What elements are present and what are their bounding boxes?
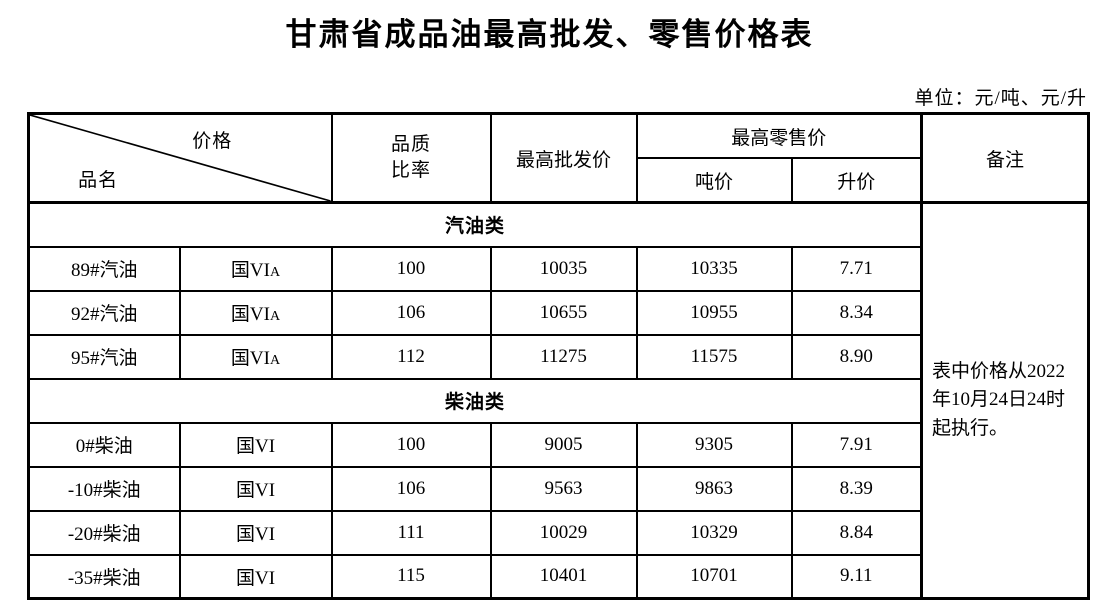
standard: 国VI xyxy=(235,524,276,545)
standard-suffix: A xyxy=(269,309,281,324)
cell-liter-price: 8.34 xyxy=(790,289,923,336)
cell-wholesale-price: 9563 xyxy=(489,465,638,512)
cell-quality-ratio: 111 xyxy=(330,509,492,556)
cell-standard: 国VIA xyxy=(178,289,333,336)
cell-wholesale-price: 10655 xyxy=(489,289,638,336)
cell-quality-ratio: 106 xyxy=(330,465,492,512)
diagonal-split: 价格 品名 xyxy=(30,115,331,201)
cell-standard: 国VI xyxy=(178,553,333,600)
standard: 国VI xyxy=(230,260,270,281)
cell-liter-price: 8.39 xyxy=(790,465,923,512)
cell-product-name: 92#汽油 xyxy=(27,289,181,336)
cell-ton-price: 10335 xyxy=(635,245,793,292)
cell-standard: 国VIA xyxy=(178,333,333,380)
cell-ton-price: 10701 xyxy=(635,553,793,600)
header-row-2: 吨价 升价 xyxy=(29,157,1089,204)
cell-wholesale-price: 10029 xyxy=(489,509,638,556)
category-row-gasoline: 汽油类 表中价格从2022年10月24日24时起执行。 xyxy=(27,201,1090,600)
cell-wholesale-price: 11275 xyxy=(489,333,638,380)
product-name: 0#柴油 xyxy=(75,436,133,457)
product-name: -10#柴油 xyxy=(67,480,141,501)
header-max-retail: 最高零售价 xyxy=(635,112,923,159)
table-row: 95#汽油 国VIA 112 11275 11575 8.90 xyxy=(27,333,1089,380)
standard: 国VI xyxy=(230,304,270,325)
header-product-label: 品名 xyxy=(78,170,119,191)
header-diagonal-cell: 价格 品名 xyxy=(27,112,333,204)
header-max-wholesale: 最高批发价 xyxy=(489,112,638,204)
header-quality-ratio: 品质 比率 xyxy=(330,112,492,204)
cell-quality-ratio: 106 xyxy=(330,289,492,336)
table-row: -35#柴油 国VI 115 10401 10701 9.11 xyxy=(27,553,1089,600)
standard-suffix: A xyxy=(269,353,281,368)
table-row: 92#汽油 国VIA 106 10655 10955 8.34 xyxy=(27,289,1089,336)
header-row-1: 价格 品名 品质 比率 最高批发价 最高零售价 备注 xyxy=(27,112,1090,204)
product-name: 89#汽油 xyxy=(70,260,138,281)
header-liter-price: 升价 xyxy=(790,157,923,204)
cell-product-name: -20#柴油 xyxy=(27,509,181,556)
standard: 国VI xyxy=(230,348,270,369)
cell-standard: 国VI xyxy=(178,421,333,468)
page-title: 甘肃省成品油最高批发、零售价格表 xyxy=(285,17,814,52)
table-row: -10#柴油 国VI 106 9563 9863 8.39 xyxy=(27,465,1089,512)
cell-product-name: 0#柴油 xyxy=(27,421,181,468)
cell-standard: 国VI xyxy=(178,509,333,556)
product-name: -20#柴油 xyxy=(67,524,141,545)
unit-note: 单位：元/吨、元/升 xyxy=(914,88,1087,109)
header-price-label: 价格 xyxy=(192,131,233,152)
cell-product-name: -35#柴油 xyxy=(27,553,181,600)
cell-quality-ratio: 112 xyxy=(330,333,492,380)
product-name: 92#汽油 xyxy=(70,304,138,325)
table-row: 0#柴油 国VI 100 9005 9305 7.91 xyxy=(27,421,1089,468)
standard: 国VI xyxy=(235,567,276,589)
standard: 国VI xyxy=(235,480,276,501)
cell-liter-price: 7.71 xyxy=(790,245,923,292)
cell-liter-price: 8.84 xyxy=(790,509,923,556)
cell-quality-ratio: 115 xyxy=(330,553,492,600)
cell-quality-ratio: 100 xyxy=(330,245,492,292)
cell-standard: 国VI xyxy=(178,465,333,512)
diagonal-line xyxy=(30,115,331,201)
category-row-diesel: 柴油类 xyxy=(27,377,1089,424)
cell-liter-price: 7.91 xyxy=(790,421,923,468)
cell-ton-price: 10329 xyxy=(635,509,793,556)
cell-liter-price: 8.90 xyxy=(790,333,923,380)
remarks-cell: 表中价格从2022年10月24日24时起执行。 xyxy=(920,201,1090,600)
product-name: 95#汽油 xyxy=(70,348,138,369)
category-label-diesel: 柴油类 xyxy=(27,377,923,424)
table-row: 89#汽油 国VIA 100 10035 10335 7.71 xyxy=(27,245,1089,292)
cell-product-name: -10#柴油 xyxy=(27,465,181,512)
header-ton-price: 吨价 xyxy=(635,157,793,204)
cell-standard: 国VIA xyxy=(178,245,333,292)
cell-product-name: 89#汽油 xyxy=(27,245,181,292)
cell-liter-price: 9.11 xyxy=(790,553,923,600)
cell-ton-price: 11575 xyxy=(635,333,793,380)
cell-ton-price: 9305 xyxy=(635,421,793,468)
cell-wholesale-price: 10401 xyxy=(489,553,638,600)
table-row: -20#柴油 国VI 111 10029 10329 8.84 xyxy=(27,509,1089,556)
product-name: -35#柴油 xyxy=(67,567,141,589)
cell-wholesale-price: 10035 xyxy=(489,245,638,292)
standard-suffix: A xyxy=(269,265,281,280)
standard: 国VI xyxy=(235,436,276,457)
cell-product-name: 95#汽油 xyxy=(27,333,181,380)
cell-wholesale-price: 9005 xyxy=(489,421,638,468)
header-remarks: 备注 xyxy=(920,112,1090,204)
cell-ton-price: 10955 xyxy=(635,289,793,336)
cell-ton-price: 9863 xyxy=(635,465,793,512)
price-table: 价格 品名 品质 比率 最高批发价 最高零售价 备注 吨价 升价 汽油类 表中价… xyxy=(27,112,1091,600)
cell-quality-ratio: 100 xyxy=(330,421,492,468)
category-label-gasoline: 汽油类 xyxy=(27,201,923,248)
